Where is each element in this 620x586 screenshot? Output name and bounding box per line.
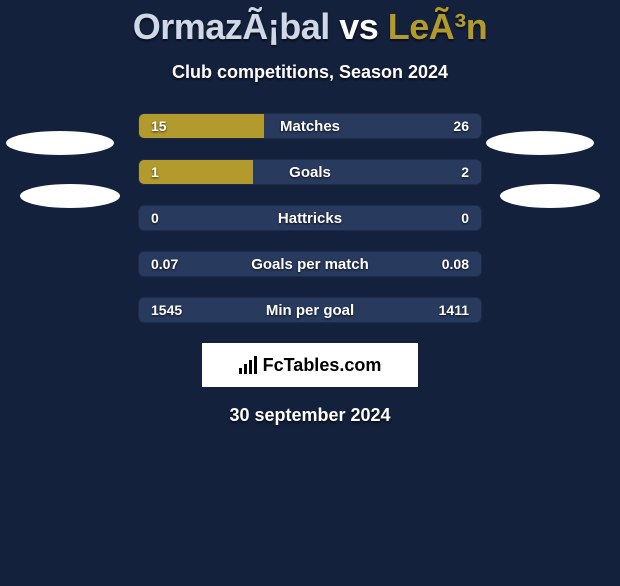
stat-value-right: 2 [449, 160, 481, 184]
stat-label: Hattricks [139, 206, 481, 230]
subtitle: Club competitions, Season 2024 [0, 62, 620, 83]
comparison-chart: 1526Matches12Goals00Hattricks0.070.08Goa… [138, 113, 482, 323]
page-title: OrmazÃ¡bal vs LeÃ³n [0, 6, 620, 48]
stat-row: 0.070.08Goals per match [138, 251, 482, 277]
stat-value-left: 1 [139, 160, 171, 184]
title-player-left: OrmazÃ¡bal [133, 6, 330, 47]
player-photo-left-1 [6, 131, 114, 155]
stat-value-left: 15 [139, 114, 179, 138]
stat-value-left: 0 [139, 206, 171, 230]
footer-date: 30 september 2024 [0, 405, 620, 426]
title-player-right: LeÃ³n [388, 6, 488, 47]
source-logo: FcTables.com [202, 343, 418, 387]
stat-value-right: 1411 [427, 298, 481, 322]
stat-value-right: 0.08 [430, 252, 481, 276]
source-logo-text: FcTables.com [263, 355, 382, 376]
player-photo-right-1 [486, 131, 594, 155]
stat-value-left: 1545 [139, 298, 194, 322]
stat-value-left: 0.07 [139, 252, 190, 276]
title-vs: vs [330, 6, 388, 47]
stat-value-right: 0 [449, 206, 481, 230]
stat-bar-right [253, 160, 481, 184]
bar-chart-icon [239, 356, 257, 374]
player-photo-right-2 [500, 184, 600, 208]
stat-row: 15451411Min per goal [138, 297, 482, 323]
stat-value-right: 26 [441, 114, 481, 138]
stat-row: 12Goals [138, 159, 482, 185]
stat-row: 0 0Hattricks [138, 205, 482, 231]
player-photo-left-2 [20, 184, 120, 208]
stat-row: 1526Matches [138, 113, 482, 139]
